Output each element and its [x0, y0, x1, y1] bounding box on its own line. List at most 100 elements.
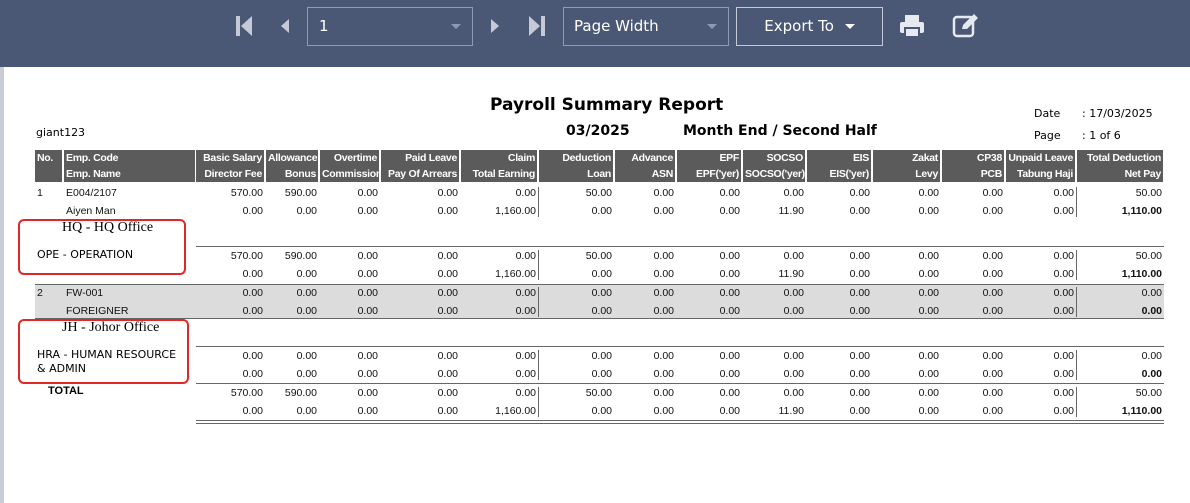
subtotal-value: 0.00: [1141, 368, 1162, 380]
subtotal-value: 0.00: [849, 268, 870, 280]
subtotal-value: 0.00: [242, 268, 263, 280]
employee-value: 0.00: [849, 187, 870, 199]
subtotal-value: 570.00: [230, 250, 263, 262]
column-header: Advance: [615, 150, 676, 166]
employee-value: 0.00: [437, 287, 458, 299]
subtotal-value: 0.00: [982, 250, 1003, 262]
total-value: 0.00: [1053, 405, 1074, 417]
zoom-select[interactable]: Page Width: [563, 7, 729, 46]
employee-value: 0.00: [918, 287, 939, 299]
subtotal-value: 0.00: [918, 268, 939, 280]
subtotal-value: 0.00: [982, 368, 1003, 380]
total-value: 0.00: [296, 405, 317, 417]
double-rule: [196, 420, 1164, 421]
employee-value: 0.00: [653, 305, 674, 317]
employee-value: 0.00: [719, 187, 740, 199]
subtotal-value: 0.00: [437, 268, 458, 280]
employee-code: E004/2107: [66, 187, 117, 199]
column-separator: [1076, 287, 1077, 317]
column-header: Loan: [539, 166, 614, 182]
subtotal-value: 0.00: [515, 350, 536, 362]
total-label: TOTAL: [48, 385, 84, 397]
subtotal-value: 0.00: [719, 368, 740, 380]
subtotal-value: 0.00: [357, 368, 378, 380]
subtotal-value: 0.00: [849, 368, 870, 380]
rule: [35, 318, 1164, 319]
column-header: Commission: [320, 166, 380, 182]
subtotal-value: 0.00: [719, 268, 740, 280]
subtotal-value: 0.00: [653, 268, 674, 280]
total-value: 1,160.00: [495, 405, 536, 417]
employee-value: 0.00: [242, 205, 263, 217]
column-separator: [538, 187, 539, 217]
employee-value: 1,160.00: [495, 205, 536, 217]
employee-value: 0.00: [437, 305, 458, 317]
last-page-button[interactable]: [526, 14, 548, 38]
page-select[interactable]: 1: [307, 7, 473, 46]
subtotal-value: 590.00: [284, 250, 317, 262]
total-value: 50.00: [585, 387, 612, 399]
employee-code: FW-001: [66, 287, 104, 299]
print-button[interactable]: [899, 13, 925, 39]
employee-value: 0.00: [982, 187, 1003, 199]
page-label: Page: [1034, 129, 1061, 142]
prev-page-button[interactable]: [278, 16, 292, 36]
employee-value: 570.00: [230, 187, 263, 199]
export-label: Export To: [764, 17, 834, 35]
total-value: 0.00: [918, 387, 939, 399]
column-header: Total Earning: [461, 166, 538, 182]
report-page: Payroll Summary Report giant123 03/2025 Mon…: [0, 67, 1190, 503]
column-separator: [1076, 350, 1077, 380]
subtotal-value: 0.00: [849, 250, 870, 262]
report-title: Payroll Summary Report: [490, 95, 724, 115]
total-value: 0.00: [1053, 387, 1074, 399]
subtotal-value: 0.00: [1053, 350, 1074, 362]
next-page-button[interactable]: [488, 16, 502, 36]
column-header: EIS: [807, 150, 872, 166]
subtotal-value: 0.00: [1141, 350, 1162, 362]
total-rule: [196, 383, 1164, 384]
column-header: Levy: [873, 166, 941, 182]
column-header: EPF('yer): [677, 166, 742, 182]
employee-value: 0.00: [591, 205, 612, 217]
employee-value: 0.00: [515, 187, 536, 199]
date-label: Date: [1034, 107, 1061, 120]
employee-value: 0.00: [591, 287, 612, 299]
total-value: 0.00: [918, 405, 939, 417]
employee-value: 1,110.00: [1121, 205, 1162, 217]
total-value: 0.00: [437, 405, 458, 417]
branch: HQ - HQ Office: [62, 220, 154, 235]
department: OPE - OPERATION: [37, 248, 134, 261]
employee-value: 0.00: [719, 287, 740, 299]
employee-value: 590.00: [284, 187, 317, 199]
subtotal-value: 0.00: [296, 350, 317, 362]
subtotal-value: 0.00: [918, 350, 939, 362]
employee-value: 0.00: [1141, 305, 1162, 317]
subtotal-rule: [196, 246, 1164, 247]
employee-value: 0.00: [918, 205, 939, 217]
employee-value: 50.00: [1135, 187, 1162, 199]
subtotal-value: 0.00: [982, 268, 1003, 280]
total-value: 0.00: [515, 387, 536, 399]
employee-value: 0.00: [783, 305, 804, 317]
employee-value: 0.00: [296, 287, 317, 299]
employee-value: 50.00: [585, 187, 612, 199]
period: 03/2025: [566, 123, 630, 139]
subtotal-value: 50.00: [585, 250, 612, 262]
subtotal-value: 0.00: [653, 250, 674, 262]
column-header: Net Pay: [1077, 166, 1164, 182]
first-page-button[interactable]: [234, 14, 256, 38]
edit-button[interactable]: [952, 12, 980, 38]
total-value: 0.00: [849, 387, 870, 399]
total-value: 0.00: [719, 387, 740, 399]
total-value: 0.00: [357, 387, 378, 399]
subtotal-value: 0.00: [242, 350, 263, 362]
export-button[interactable]: Export To: [736, 7, 883, 46]
employee-value: 0.00: [296, 305, 317, 317]
employee-value: 0.00: [591, 305, 612, 317]
column-header: Allowance: [266, 150, 319, 166]
employee-value: 0.00: [849, 305, 870, 317]
column-header: Pay Of Arrears: [381, 166, 460, 182]
column-header: Overtime: [320, 150, 380, 166]
employee-value: 0.00: [653, 187, 674, 199]
